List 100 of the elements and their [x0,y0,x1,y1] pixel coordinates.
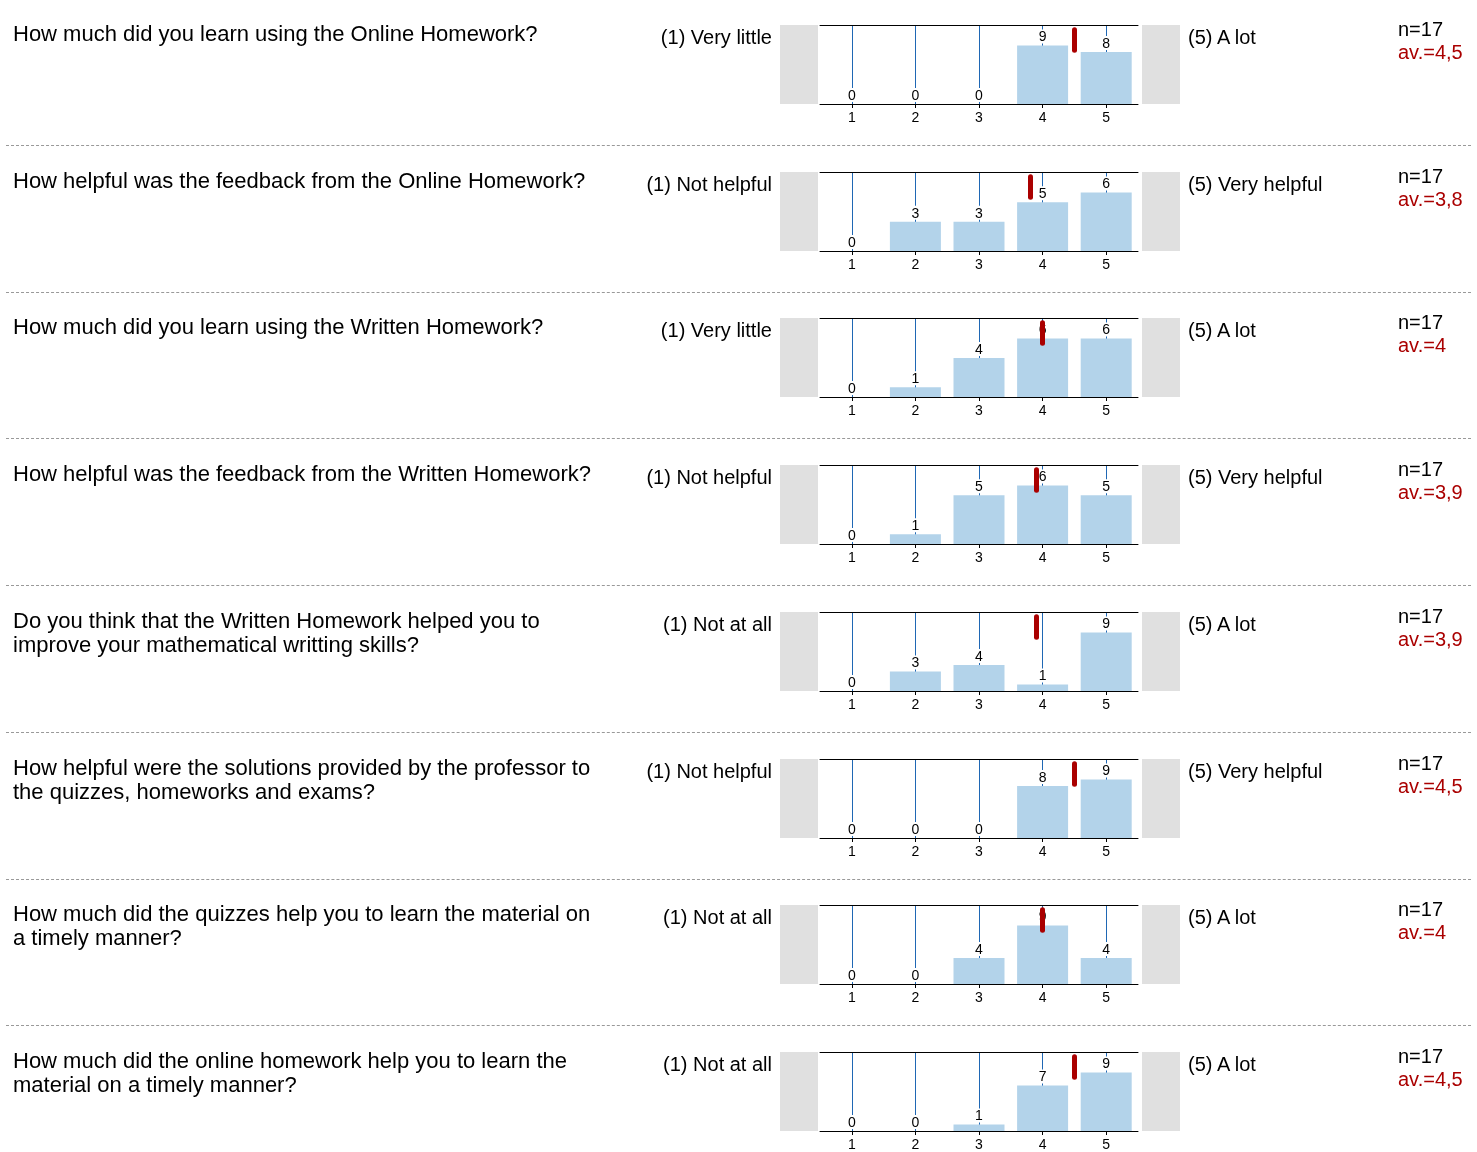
data-label: 3 [911,654,920,671]
text: av.=4 [1398,334,1446,358]
data-label: 0 [975,87,984,103]
text: n=17 [1398,458,1444,482]
data-label: 5 [975,478,984,495]
data-label: 7 [1038,1068,1047,1085]
x-tick-label: 5 [1102,402,1111,419]
data-label: 6 [1102,321,1111,338]
data-label: 0 [847,87,856,103]
x-tick-label: 5 [1102,109,1111,125]
data-label: 0 [847,673,856,690]
x-tick-label: 4 [1038,842,1047,859]
bar [889,671,941,691]
data-label: 1 [911,517,920,534]
data-label: 5 [1102,478,1111,495]
x-tick-label: 3 [975,842,984,859]
x-tick-label: 4 [1038,1135,1047,1152]
data-label: 0 [911,967,920,984]
text: av.=3,9 [1398,481,1463,505]
text: av.=4,5 [1398,41,1463,64]
text: av.=3,8 [1398,187,1463,211]
x-tick-label: 4 [1038,695,1047,712]
x-tick-label: 4 [1038,255,1047,272]
text: (1) Not at all [663,906,772,930]
data-label: 5 [1038,184,1047,201]
data-label: 4 [1102,941,1111,958]
x-tick-label: 3 [975,402,984,419]
x-tick-label: 2 [911,1135,920,1152]
data-label: 0 [911,820,920,837]
data-label: 1 [975,1107,984,1124]
text: (1) Not helpful [646,466,772,490]
x-tick-label: 2 [911,109,920,125]
y-axis-title: Do you think that the Written Homework helped you to improve your mathematical writting skills? [13,607,546,657]
text: (1) Not at all [663,612,772,636]
text: av.=4,5 [1398,774,1463,798]
x-tick-label: 2 [911,549,920,566]
data-label: 8 [1038,768,1047,785]
text: (1) Very little [660,319,772,343]
text: (1) Very little [660,26,772,49]
x-tick-label: 2 [911,695,920,712]
y-axis-title: How helpful was the feedback from the Written Homework? [13,460,591,486]
x-tick-label: 2 [911,255,920,272]
data-label: 3 [975,204,984,221]
text: n=17 [1398,604,1444,628]
y-axis-title: How much did the online homework help you to learn the material on a timely manner? [13,1047,574,1097]
text: n=17 [1398,898,1444,922]
x-tick-label: 1 [847,255,856,272]
text: (5) A lot [1188,906,1256,930]
text: (5) A lot [1188,612,1256,636]
bar [1017,684,1069,691]
data-label: 3 [911,204,920,221]
x-tick-label: 4 [1038,549,1047,566]
x-tick-label: 5 [1102,1135,1111,1152]
data-label: 0 [847,233,856,250]
text: n=17 [1398,1044,1444,1068]
text: (5) Very helpful [1188,759,1323,783]
data-label: 0 [847,1113,856,1130]
text: (1) Not at all [663,1052,772,1076]
y-axis-title: How much did the quizzes help you to learn the material on a timely manner? [13,900,597,950]
x-tick-label: 1 [847,109,856,125]
data-label: 1 [1038,667,1047,684]
x-tick-label: 2 [911,402,920,419]
x-tick-label: 4 [1038,109,1047,125]
data-label: 8 [1102,34,1111,51]
x-tick-label: 1 [847,1135,856,1152]
data-label: 0 [911,1113,920,1130]
y-axis-title: How much did you learn using the Written Homework? [13,313,544,339]
text: (5) A lot [1188,26,1256,49]
x-tick-label: 5 [1102,549,1111,566]
x-tick-label: 1 [847,695,856,712]
text: (1) Not helpful [646,759,772,783]
text: av.=3,9 [1398,627,1463,651]
data-label: 9 [1102,761,1111,778]
x-tick-label: 3 [975,255,984,272]
y-axis-title: How helpful were the solutions provided by the professor to the quizzes, homeworks and exams? [13,754,597,803]
text: (5) Very helpful [1188,466,1323,490]
text: (5) A lot [1188,1052,1256,1076]
x-tick-label: 1 [847,842,856,859]
x-tick-label: 3 [975,989,984,1006]
text: n=17 [1398,18,1444,41]
data-label: 6 [1102,175,1111,192]
x-tick-label: 2 [911,989,920,1006]
x-tick-label: 3 [975,1135,984,1152]
x-tick-label: 3 [975,695,984,712]
x-tick-label: 5 [1102,842,1111,859]
x-tick-label: 5 [1102,989,1111,1006]
x-tick-label: 3 [975,109,984,125]
y-axis-title: How helpful was the feedback from the Online Homework? [13,167,586,193]
data-label: 0 [847,820,856,837]
text: av.=4,5 [1398,1067,1463,1091]
text: n=17 [1398,751,1444,775]
x-tick-label: 5 [1102,695,1111,712]
bar [953,664,1005,691]
x-tick-label: 5 [1102,255,1111,272]
data-label: 4 [975,941,984,958]
text: (5) Very helpful [1188,172,1323,196]
x-tick-label: 1 [847,402,856,419]
data-label: 9 [1102,615,1111,632]
text: n=17 [1398,311,1444,335]
x-tick-label: 4 [1038,989,1047,1006]
